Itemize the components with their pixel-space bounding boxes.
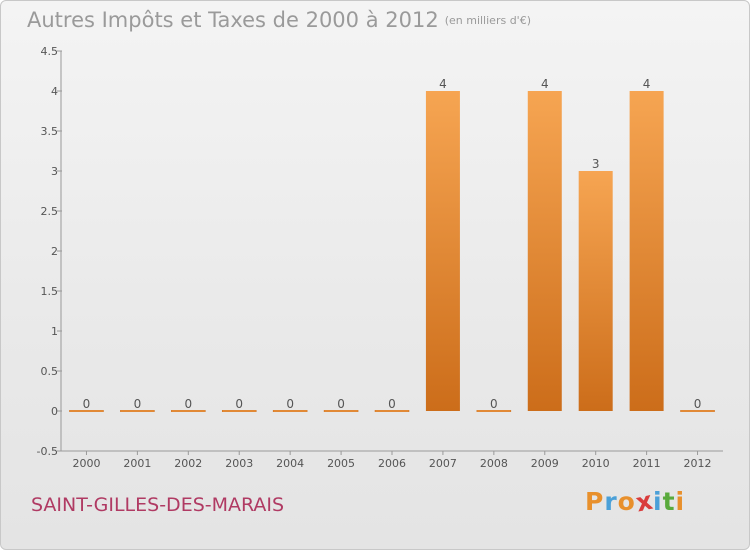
axes: -0.5 0 0.5 1 1.5 2 2.5 3 3.5 4 4.5 2000 2001 2002 2003… (37, 45, 723, 470)
x-tick-label: 2008 (480, 457, 508, 470)
logo-letter: i (653, 487, 663, 516)
y-tick-label: 3.5 (41, 125, 59, 138)
bar (629, 91, 664, 411)
x-tick-label: 2011 (633, 457, 661, 470)
logo-letter: P (585, 487, 605, 516)
y-tick-label: 1 (51, 325, 58, 338)
y-tick-label: 4 (51, 85, 58, 98)
bar-value-label: 0 (184, 397, 192, 411)
bar-value-label: 4 (643, 77, 651, 91)
y-tick-label: -0.5 (37, 445, 58, 458)
bar-value-label: 0 (83, 397, 91, 411)
x-tick-label: 2001 (123, 457, 151, 470)
y-tick-label: 2.5 (41, 205, 59, 218)
bar (171, 410, 206, 412)
bar-value-label: 4 (541, 77, 549, 91)
bar (425, 91, 460, 411)
bar-value-label: 0 (337, 397, 345, 411)
bar-value-label: 3 (592, 157, 600, 171)
bar (323, 410, 359, 412)
bars (69, 91, 715, 412)
x-tick-label: 2002 (174, 457, 202, 470)
bar-value-label: 0 (235, 397, 243, 411)
bar-value-label: 0 (490, 397, 498, 411)
x-tick-label: 2009 (531, 457, 559, 470)
y-tick-label: 0.5 (41, 365, 59, 378)
x-tick-label: 2000 (72, 457, 100, 470)
bar (69, 410, 104, 412)
bar-value-label: 4 (439, 77, 447, 91)
bar (272, 410, 308, 412)
proxiti-logo: Proxiti (585, 486, 686, 518)
place-name: SAINT-GILLES-DES-MARAIS (31, 494, 285, 516)
bar-value-label: 0 (134, 397, 142, 411)
bar (680, 410, 715, 412)
x-tick-label: 2006 (378, 457, 406, 470)
logo-letter: i (675, 487, 686, 516)
bar (374, 410, 410, 412)
bar (476, 410, 512, 412)
chart-title-text: Autres Impôts et Taxes de 2000 à 2012 (27, 8, 439, 32)
y-tick-label: 3 (51, 165, 58, 178)
bar-value-label: 0 (694, 397, 702, 411)
bar (527, 91, 562, 411)
x-tick-label: 2007 (429, 457, 457, 470)
y-tick-label: 2 (51, 245, 58, 258)
y-tick-label: 4.5 (41, 45, 59, 58)
logo-letter: r (604, 487, 618, 516)
chart-title: Autres Impôts et Taxes de 2000 à 2012 (en… (27, 8, 531, 32)
x-tick-label: 2010 (582, 457, 610, 470)
logo-letter: t (662, 487, 676, 516)
x-tick-label: 2004 (276, 457, 304, 470)
y-tick-label: 1.5 (41, 285, 59, 298)
bar (120, 410, 155, 412)
logo-letter: o (617, 487, 636, 516)
x-tick-label: 2003 (225, 457, 253, 470)
bar-value-label: 0 (286, 397, 294, 411)
data-labels: 0 0 0 0 0 0 0 4 0 4 3 4 0 (83, 77, 702, 411)
bar (221, 410, 257, 412)
x-tick-label: 2012 (684, 457, 712, 470)
bar-value-label: 0 (388, 397, 396, 411)
bar (578, 171, 613, 411)
y-tick-label: 0 (51, 405, 58, 418)
x-tick-label: 2005 (327, 457, 355, 470)
chart-subtitle: (en milliers d'€) (444, 14, 531, 27)
